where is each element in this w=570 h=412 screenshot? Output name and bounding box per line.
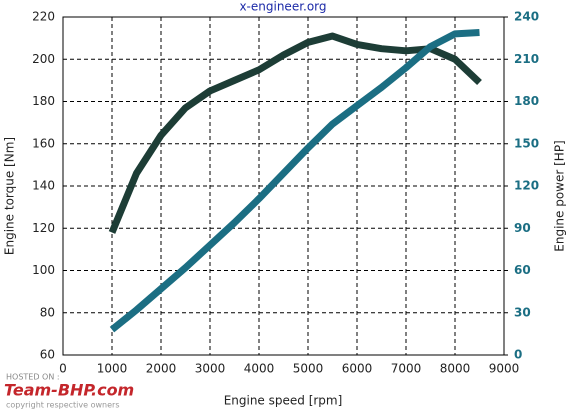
y2-tick-label: 60 — [514, 263, 531, 277]
x-tick-label: 6000 — [342, 362, 373, 376]
x-tick-label: 9000 — [489, 362, 520, 376]
watermark-hosted: HOSTED ON : — [6, 373, 60, 382]
series-line — [109, 28, 480, 333]
y-tick-label: 100 — [32, 263, 55, 277]
x-tick-label: 4000 — [244, 362, 275, 376]
x-tick-label: 0 — [59, 362, 67, 376]
y2-tick-label: 240 — [514, 10, 539, 24]
y-tick-label: 120 — [32, 221, 55, 235]
y2-tick-label: 90 — [514, 221, 531, 235]
y-tick-label: 220 — [32, 10, 55, 24]
x-tick-label: 2000 — [146, 362, 177, 376]
y2-tick-label: 210 — [514, 52, 539, 66]
series-line — [108, 32, 482, 234]
y-axis-label: Engine torque [Nm] — [3, 137, 17, 255]
x-tick-label: 5000 — [293, 362, 324, 376]
y-tick-label: 80 — [40, 305, 55, 319]
chart-title: x-engineer.org — [239, 0, 326, 14]
watermark-site: Team-BHP.com — [4, 381, 134, 400]
y2-axis-label: Engine power [HP] — [553, 140, 567, 251]
x-tick-label: 7000 — [391, 362, 422, 376]
x-tick-label: 8000 — [440, 362, 471, 376]
x-tick-label: 3000 — [195, 362, 226, 376]
y2-tick-label: 0 — [514, 348, 522, 362]
y-tick-label: 140 — [32, 179, 55, 193]
y2-tick-label: 30 — [514, 305, 531, 319]
watermark-copyright: copyright respective owners — [6, 401, 120, 410]
y-tick-label: 160 — [32, 136, 55, 150]
y2-tick-label: 180 — [514, 94, 539, 108]
y2-tick-label: 150 — [514, 136, 539, 150]
x-axis-label: Engine speed [rpm] — [224, 394, 343, 408]
y-tick-label: 200 — [32, 52, 55, 66]
x-tick-label: 1000 — [97, 362, 128, 376]
y-tick-label: 60 — [40, 348, 55, 362]
y-tick-label: 180 — [32, 94, 55, 108]
y2-tick-label: 120 — [514, 179, 539, 193]
